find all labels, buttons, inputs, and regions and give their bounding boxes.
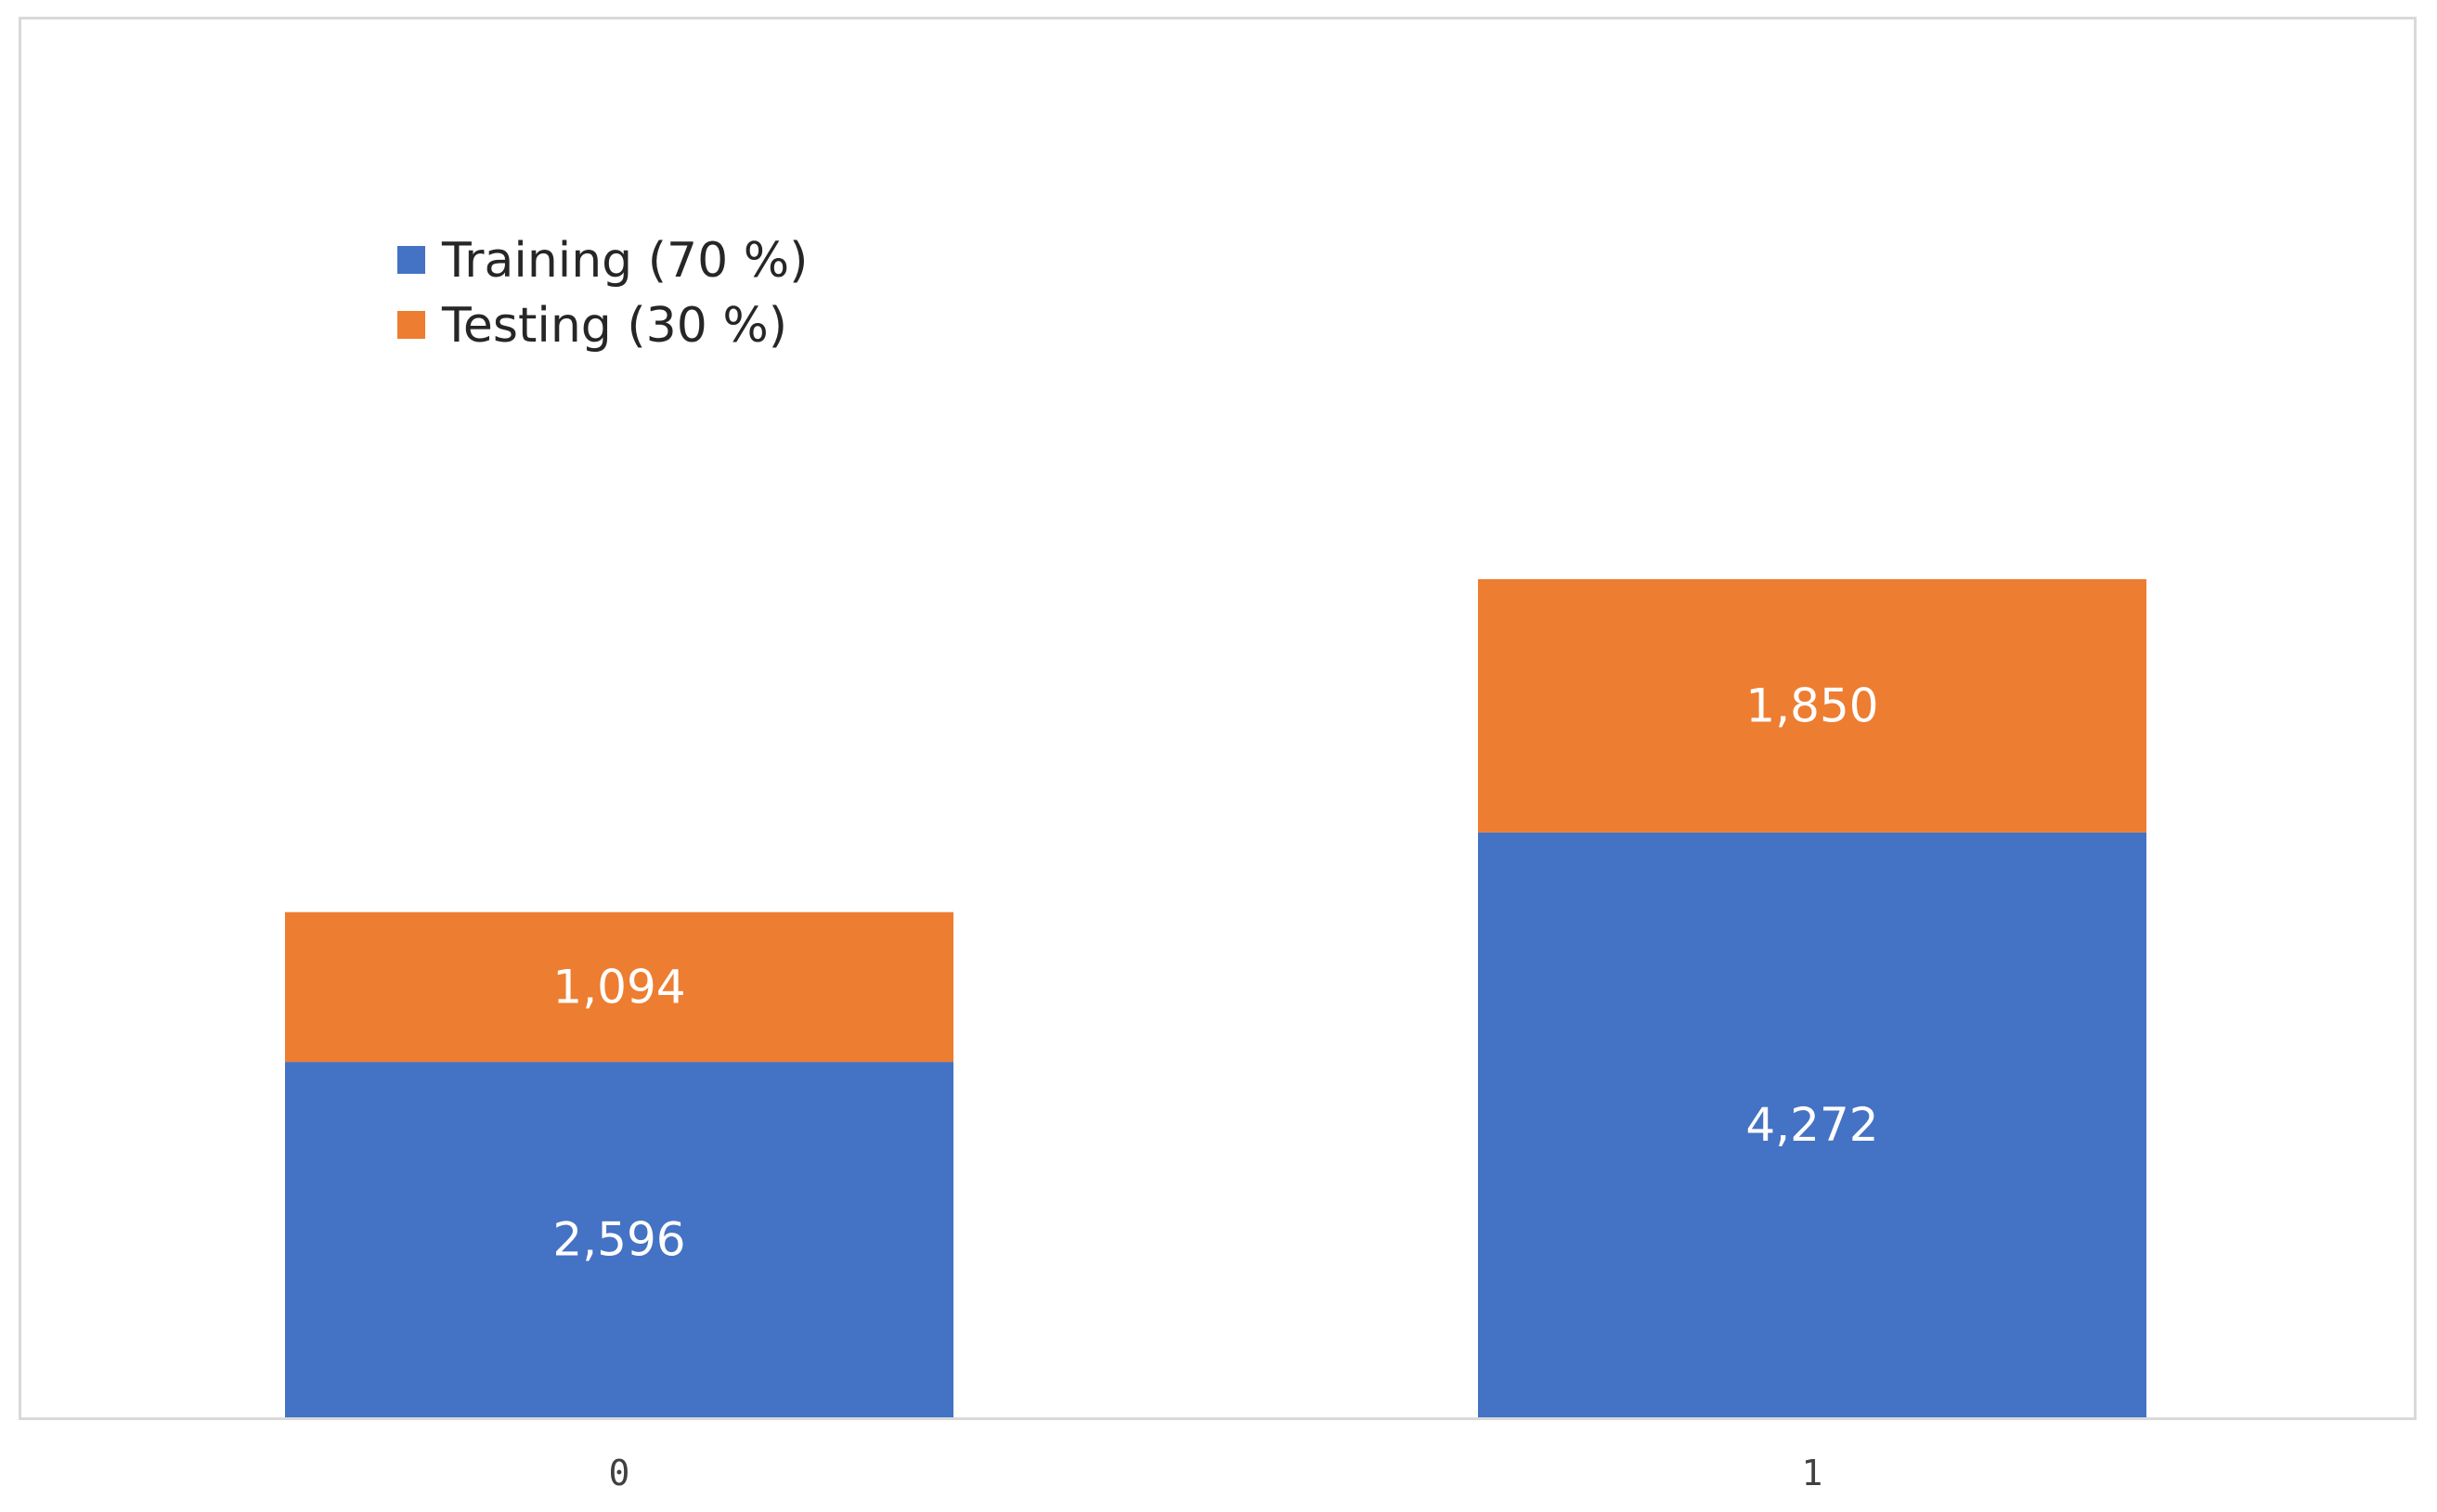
- legend-label-testing: Testing (30 %): [441, 298, 787, 354]
- bars-layer: [285, 579, 2146, 1417]
- bar-segment-training-0: [285, 1062, 953, 1417]
- data-labels-layer: 2,596 1,094 4,272 1,850: [552, 678, 1878, 1266]
- x-tick-label-0: 0: [609, 1453, 630, 1493]
- legend: Training (70 %) Testing (30 %): [397, 233, 808, 354]
- legend-label-training: Training (70 %): [441, 233, 808, 289]
- bar-segment-testing-0: [285, 911, 953, 1063]
- data-label-training-0: 2,596: [552, 1213, 685, 1267]
- bar-segment-training-1: [1478, 832, 2146, 1417]
- data-label-testing-1: 1,850: [1745, 678, 1878, 732]
- x-tick-label-1: 1: [1802, 1453, 1823, 1493]
- bar-segment-testing-1: [1478, 579, 2146, 833]
- data-label-training-1: 4,272: [1745, 1098, 1878, 1152]
- legend-swatch-testing: [397, 311, 425, 339]
- data-label-testing-0: 1,094: [552, 960, 685, 1014]
- legend-swatch-training: [397, 246, 425, 274]
